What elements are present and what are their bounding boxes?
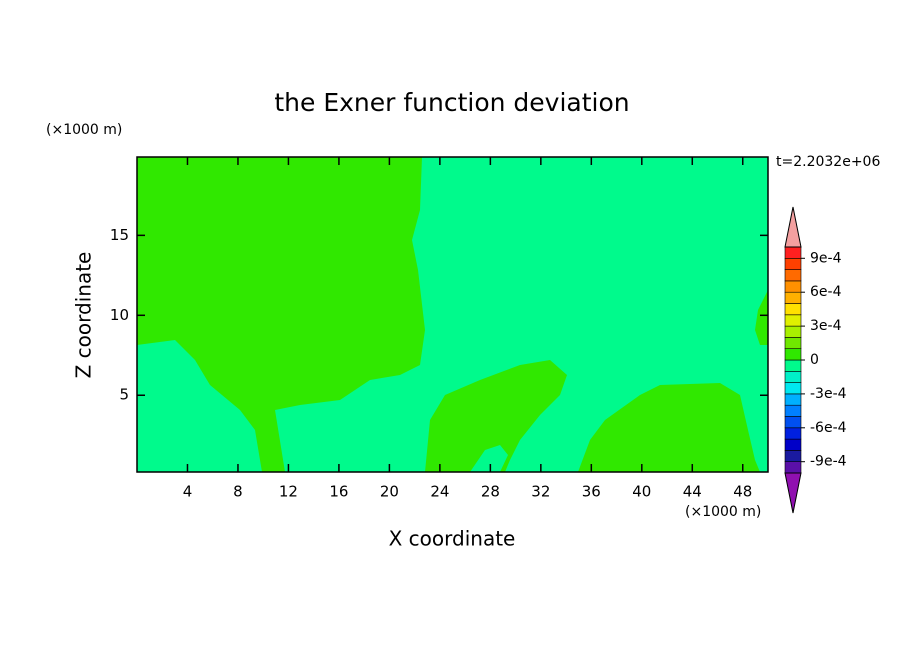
colorbar-band bbox=[784, 370, 802, 383]
x-tick-label: 20 bbox=[380, 483, 399, 501]
colorbar-band bbox=[784, 246, 802, 259]
x-tick-label: 4 bbox=[183, 483, 193, 501]
colorbar-band bbox=[784, 427, 802, 440]
colorbar-tick-label: -6e-4 bbox=[810, 420, 847, 436]
plot-frame bbox=[136, 156, 769, 473]
colorbar-tick-label: 0 bbox=[810, 352, 819, 368]
colorbar-tick-label: -9e-4 bbox=[810, 454, 847, 470]
colorbar-band bbox=[784, 257, 802, 270]
colorbar-extend bbox=[784, 206, 802, 248]
colorbar-band bbox=[784, 450, 802, 462]
colorbar-band bbox=[784, 438, 802, 451]
colorbar-band bbox=[784, 393, 802, 406]
contour-region bbox=[755, 290, 768, 345]
colorbar-band bbox=[784, 303, 802, 316]
colorbar-tick-label: 3e-4 bbox=[810, 318, 842, 334]
colorbar-band bbox=[784, 291, 802, 304]
colorbar-tick-label: -3e-4 bbox=[810, 386, 847, 402]
colorbar-band bbox=[784, 359, 802, 372]
colorbar-tick-label: 6e-4 bbox=[810, 284, 842, 300]
y-tick-label: 5 bbox=[119, 386, 129, 404]
colorbar-tick-label: 9e-4 bbox=[810, 250, 842, 266]
x-tick-label: 32 bbox=[531, 483, 550, 501]
colorbar-band bbox=[784, 382, 802, 395]
colorbar-band bbox=[784, 280, 802, 293]
time-label: t=2.2032e+06 bbox=[776, 154, 880, 170]
y-unit: (×1000 m) bbox=[46, 122, 122, 138]
y-tick-label: 15 bbox=[110, 226, 129, 244]
y-axis-label: Z coordinate bbox=[72, 252, 96, 379]
colorbar-band bbox=[784, 269, 802, 282]
colorbar-band bbox=[784, 337, 802, 349]
chart-title: the Exner function deviation bbox=[274, 88, 629, 117]
x-tick-label: 24 bbox=[430, 483, 449, 501]
x-tick-label: 8 bbox=[233, 483, 243, 501]
contour-region bbox=[137, 157, 425, 472]
colorbar-band bbox=[784, 461, 802, 474]
x-tick-label: 28 bbox=[481, 483, 500, 501]
x-tick-label: 44 bbox=[683, 483, 702, 501]
colorbar-band bbox=[784, 404, 802, 417]
x-tick-label: 12 bbox=[279, 483, 298, 501]
x-axis-label: X coordinate bbox=[389, 527, 516, 551]
x-tick-label: 36 bbox=[582, 483, 601, 501]
x-tick-label: 16 bbox=[329, 483, 348, 501]
colorbar-extend bbox=[784, 472, 802, 514]
colorbar-band bbox=[784, 416, 802, 429]
x-unit: (×1000 m) bbox=[685, 504, 761, 520]
plot-area bbox=[136, 156, 769, 473]
x-tick-label: 40 bbox=[632, 483, 651, 501]
x-tick-label: 48 bbox=[733, 483, 752, 501]
colorbar-band bbox=[784, 325, 802, 338]
y-tick-label: 10 bbox=[110, 306, 129, 324]
contour-region bbox=[425, 360, 567, 472]
colorbar-band bbox=[784, 314, 802, 327]
contour-region bbox=[578, 383, 760, 472]
colorbar-band bbox=[784, 348, 802, 361]
